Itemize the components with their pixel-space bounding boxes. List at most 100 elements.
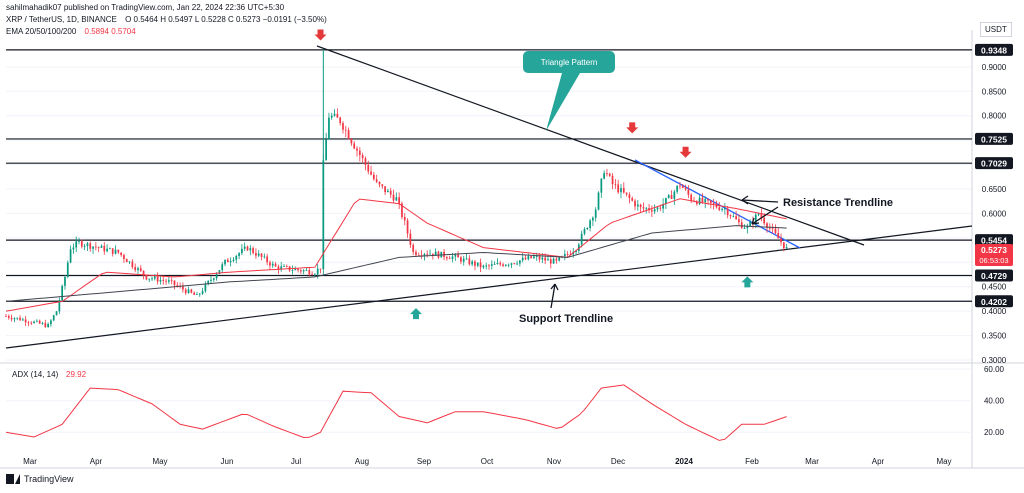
support-trendline xyxy=(5,225,973,349)
candle-body xyxy=(153,276,156,279)
candle-body xyxy=(412,244,415,252)
time-tick: Apr xyxy=(90,457,103,466)
candle-body xyxy=(137,268,139,271)
grid xyxy=(0,30,1024,469)
price-tick: 0.4000 xyxy=(982,307,1007,316)
candle-body xyxy=(401,203,403,218)
candle-body xyxy=(667,195,670,198)
candle-body xyxy=(378,181,381,185)
candle-body xyxy=(561,256,563,258)
candle-body xyxy=(347,130,350,140)
candle-body xyxy=(241,248,243,254)
candle-body xyxy=(519,260,521,264)
adx-tick: 60.00 xyxy=(984,365,1005,374)
candle-body xyxy=(69,249,72,263)
candle-body xyxy=(541,257,544,260)
candle-body xyxy=(24,319,27,323)
candle-body xyxy=(645,208,648,209)
price-tick: 0.3000 xyxy=(982,356,1007,365)
candle-body xyxy=(66,262,69,277)
candle-body xyxy=(27,322,30,324)
candle-body xyxy=(454,254,457,257)
candle-body xyxy=(330,115,333,118)
candle-body xyxy=(488,265,490,267)
price-tick: 0.5000 xyxy=(982,258,1007,267)
candle-body xyxy=(356,148,358,151)
level-tag xyxy=(975,295,1013,308)
currency-button[interactable]: USDT xyxy=(980,22,1012,37)
candle-body xyxy=(763,217,766,224)
candle-body xyxy=(600,178,603,193)
candle-body xyxy=(173,280,176,286)
candle-body xyxy=(462,258,465,262)
candle-body xyxy=(443,251,445,258)
candle-body xyxy=(229,260,232,263)
candle-body xyxy=(544,257,547,261)
candle-body xyxy=(662,203,664,209)
candle-body xyxy=(651,210,653,212)
candle-body xyxy=(190,289,193,293)
candle-body xyxy=(381,184,384,187)
candle-body xyxy=(659,207,662,209)
candle-body xyxy=(89,243,92,249)
candle-body xyxy=(729,215,732,217)
candle-body xyxy=(299,270,302,272)
candle-body xyxy=(676,185,679,192)
candle-body xyxy=(752,221,754,224)
level-tag xyxy=(975,43,1013,56)
candle-body xyxy=(64,276,66,286)
candle-body xyxy=(255,252,257,256)
candle-body xyxy=(474,261,476,266)
candle-body xyxy=(482,265,485,268)
candle-body xyxy=(257,253,260,256)
candle-body xyxy=(398,197,401,204)
candle-body xyxy=(639,204,642,208)
candle-body xyxy=(339,117,342,124)
candle-body xyxy=(777,232,780,239)
ema-line: EMA 20/50/100/200 0.5894 0.5704 xyxy=(6,27,136,36)
candle-body xyxy=(61,285,64,301)
candle-body xyxy=(572,252,575,255)
candle-body xyxy=(170,280,173,282)
candle-body xyxy=(665,197,667,204)
candle-body xyxy=(457,254,459,258)
support-arrow-icon xyxy=(550,283,559,309)
up-arrow-icon xyxy=(409,308,422,320)
candle-body xyxy=(350,139,353,144)
triangle-pattern-label: Triangle Pattern xyxy=(541,58,598,67)
candle-body xyxy=(139,268,142,271)
candle-body xyxy=(111,248,114,254)
candle-body xyxy=(597,192,600,210)
candle-body xyxy=(311,274,313,276)
candle-body xyxy=(212,278,215,280)
candle-body xyxy=(168,280,170,282)
candle-body xyxy=(370,171,372,175)
candle-body xyxy=(592,217,594,221)
candle-body xyxy=(280,266,283,270)
price-tick: 0.8000 xyxy=(982,112,1007,121)
candle-body xyxy=(712,203,715,204)
time-tick: Apr xyxy=(872,457,885,466)
candle-body xyxy=(594,209,597,218)
candle-body xyxy=(780,238,782,243)
candle-body xyxy=(364,158,367,165)
blue-trendline xyxy=(634,159,801,249)
tradingview-logo[interactable]: TradingView xyxy=(6,474,74,484)
candle-body xyxy=(235,255,238,260)
down-arrow-icon xyxy=(626,122,639,134)
candle-body xyxy=(552,258,555,264)
candle-body xyxy=(224,259,226,265)
candle-body xyxy=(283,266,285,267)
price-tick: 0.9000 xyxy=(982,63,1007,72)
candle-body xyxy=(533,256,535,259)
candle-body xyxy=(628,194,631,199)
candle-body xyxy=(44,323,47,328)
ema-slow-line xyxy=(5,225,787,302)
candle-body xyxy=(86,243,89,247)
candle-body xyxy=(648,208,650,211)
candle-body xyxy=(302,270,305,272)
candle-body xyxy=(771,228,774,230)
candle-body xyxy=(580,233,583,245)
candle-body xyxy=(106,248,108,252)
